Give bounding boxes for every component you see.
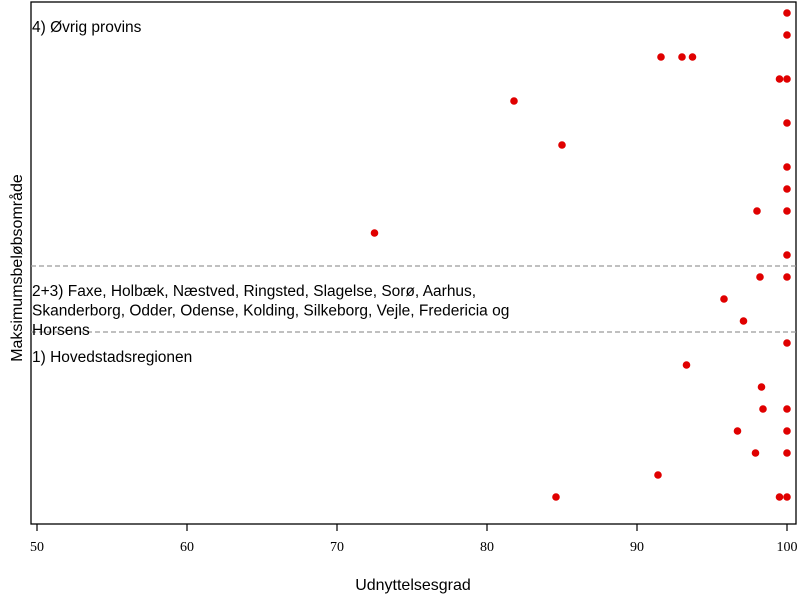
data-point — [510, 97, 518, 105]
data-point — [688, 53, 697, 61]
data-point — [558, 141, 566, 149]
x-tick-label: 50 — [30, 540, 44, 555]
data-point — [783, 427, 791, 435]
data-point — [775, 493, 784, 501]
data-point — [775, 75, 784, 83]
data-point — [753, 207, 761, 215]
data-point — [783, 339, 791, 347]
data-point — [751, 449, 760, 457]
data-point — [783, 75, 791, 83]
x-tick-label: 70 — [330, 540, 344, 555]
data-point — [759, 405, 767, 413]
data-point — [783, 251, 791, 259]
data-point — [756, 273, 764, 281]
data-point — [739, 317, 748, 325]
data-point — [654, 471, 662, 479]
group-labels: 4) Øvrig provins 2+3) Faxe, Holbæk, Næstv… — [32, 19, 509, 366]
data-point — [552, 493, 560, 501]
plot-frame — [30, 1, 797, 525]
data-point — [757, 383, 766, 391]
data-point — [783, 207, 791, 215]
data-point — [783, 273, 791, 281]
data-point — [783, 405, 791, 413]
data-point — [783, 9, 791, 17]
data-point — [733, 427, 742, 435]
y-axis-label: Maksimumsbeløbsområde — [8, 174, 26, 362]
x-axis: 50 60 70 80 90 100 — [30, 524, 798, 555]
data-point — [783, 31, 791, 39]
data-point — [783, 185, 791, 193]
data-point — [783, 449, 791, 457]
data-points — [370, 9, 791, 501]
data-point — [783, 163, 791, 171]
data-point — [720, 295, 728, 303]
data-point — [783, 119, 791, 127]
group-label: Skanderborg, Odder, Odense, Kolding, Sil… — [32, 303, 509, 320]
group-label: 2+3) Faxe, Holbæk, Næstved, Ringsted, Sl… — [32, 283, 476, 300]
x-tick-label: 60 — [180, 540, 194, 555]
group-label: 1) Hovedstadsregionen — [32, 349, 192, 366]
group-label: Horsens — [32, 322, 90, 339]
data-point — [783, 493, 791, 501]
data-point — [657, 53, 665, 61]
x-tick-label: 100 — [777, 540, 798, 555]
x-axis-label: Udnyttelsesgrad — [355, 577, 471, 594]
group-label: 4) Øvrig provins — [32, 19, 142, 36]
x-tick-label: 90 — [630, 540, 644, 555]
data-point — [682, 361, 691, 369]
data-point — [678, 53, 686, 61]
data-point — [370, 229, 379, 237]
x-tick-label: 80 — [480, 540, 494, 555]
